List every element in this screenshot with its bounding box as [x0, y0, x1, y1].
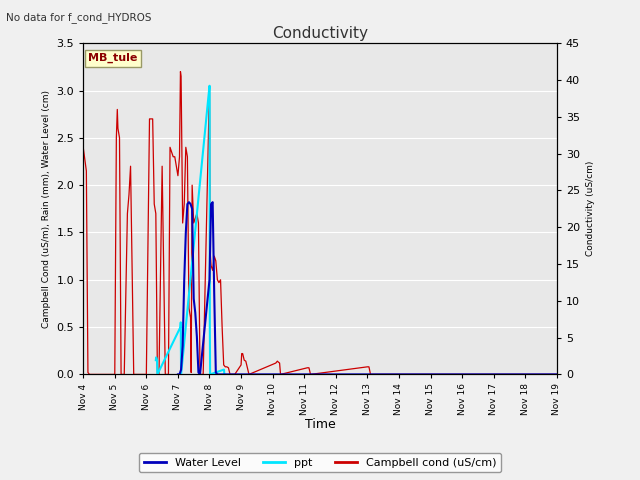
Y-axis label: Campbell Cond (uS/m), Rain (mm), Water Level (cm): Campbell Cond (uS/m), Rain (mm), Water L… [42, 90, 51, 328]
Text: MB_tule: MB_tule [88, 53, 138, 63]
Title: Conductivity: Conductivity [272, 25, 368, 41]
X-axis label: Time: Time [305, 418, 335, 431]
Y-axis label: Conductivity (uS/cm): Conductivity (uS/cm) [586, 161, 595, 256]
Text: No data for f_cond_HYDROS: No data for f_cond_HYDROS [6, 12, 152, 23]
Legend: Water Level, ppt, Campbell cond (uS/cm): Water Level, ppt, Campbell cond (uS/cm) [140, 453, 500, 472]
